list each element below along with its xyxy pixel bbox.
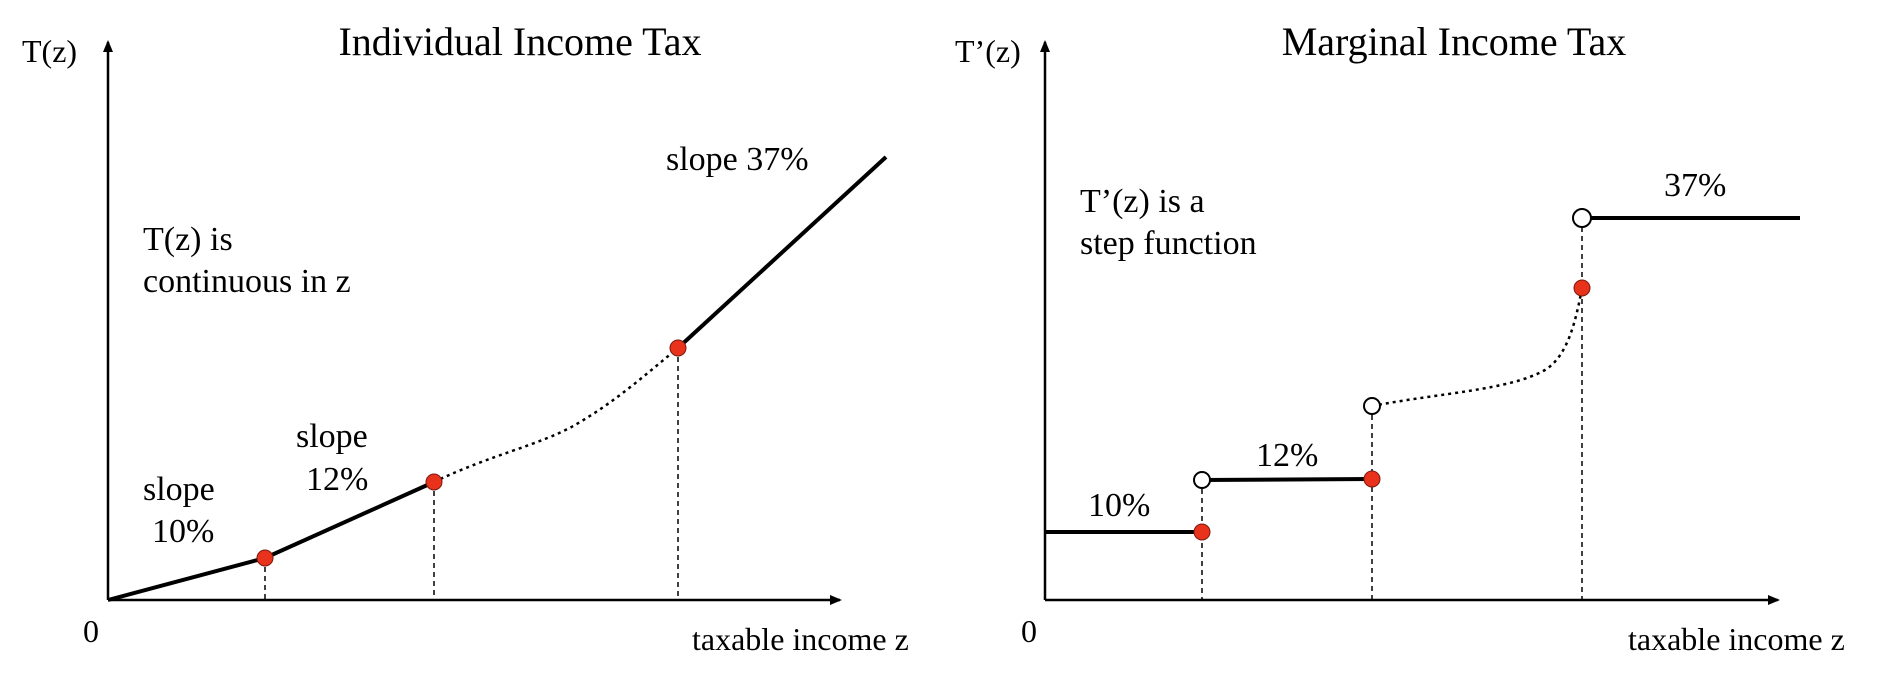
left-panel-title: Individual Income Tax: [338, 19, 701, 64]
rate-step-12: [1201, 477, 1373, 482]
open-point-3: [1572, 208, 1592, 228]
closed-point-2: [1363, 470, 1381, 488]
rate-dotted-segment: [1371, 287, 1584, 408]
right-x-axis-label: taxable income z: [1628, 621, 1845, 657]
right-origin-label: 0: [1021, 613, 1037, 649]
right-note-line2: step function: [1080, 225, 1257, 262]
slope2-label-line2: 12%: [306, 461, 368, 498]
left-kink-point-1: [256, 549, 274, 567]
rate-label-12: 12%: [1256, 437, 1318, 474]
open-point-1: [1193, 471, 1211, 489]
closed-point-1: [1193, 523, 1211, 541]
rate-label-37: 37%: [1664, 167, 1726, 204]
left-origin-label: 0: [83, 613, 99, 649]
left-panel-tax-function: Individual Income Tax T(z) 0 taxable inc…: [22, 19, 909, 657]
right-panel-marginal-tax: Marginal Income Tax T’(z) 0 taxable inco…: [955, 19, 1845, 657]
right-note-line1: T’(z) is a: [1080, 183, 1205, 220]
left-tz-solid-segment-high: [676, 155, 888, 350]
left-tz-dotted-segment: [433, 347, 679, 484]
left-x-axis-label: taxable income z: [692, 621, 909, 657]
open-point-2: [1363, 397, 1381, 415]
left-note-line2: continuous in z: [143, 263, 351, 300]
slope1-label-line1: slope: [143, 471, 215, 508]
closed-point-3: [1573, 279, 1591, 297]
right-panel-title: Marginal Income Tax: [1282, 19, 1627, 64]
left-note-line1: T(z) is: [143, 221, 233, 258]
left-kink-point-2: [425, 473, 443, 491]
slope3-label: slope 37%: [666, 141, 809, 178]
left-y-axis-label: T(z): [22, 33, 77, 69]
slope1-label-line2: 10%: [152, 513, 214, 550]
slope2-label-line1: slope: [296, 418, 368, 455]
right-y-axis-label: T’(z): [955, 33, 1021, 69]
rate-label-10: 10%: [1088, 487, 1150, 524]
left-kink-point-3: [669, 339, 687, 357]
